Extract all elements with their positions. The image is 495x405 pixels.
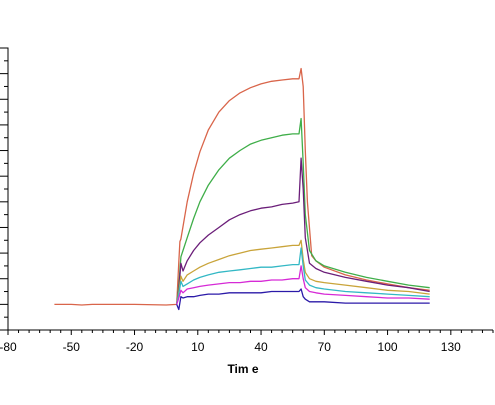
axes-layer: -80 -50 -20 10 40 70 100 130 (0, 47, 494, 354)
x-tick-label: -20 (126, 340, 144, 354)
series-line-7 (176, 288, 430, 311)
x-axis-title: Tim e (227, 362, 258, 376)
x-tick-label: 10 (191, 340, 205, 354)
x-tick-label: -50 (63, 340, 81, 354)
series-line-5 (176, 247, 430, 305)
series-line-2 (176, 117, 430, 305)
x-tick-label: 40 (254, 340, 268, 354)
x-tick-label: -80 (0, 340, 17, 354)
series-line-4 (176, 239, 430, 305)
x-tick-label: 70 (318, 340, 332, 354)
x-tick-label: 130 (441, 340, 461, 354)
series-layer (54, 67, 430, 311)
series-line-3 (176, 157, 430, 305)
series-line-6 (176, 265, 430, 305)
x-tick-label: 100 (378, 340, 398, 354)
